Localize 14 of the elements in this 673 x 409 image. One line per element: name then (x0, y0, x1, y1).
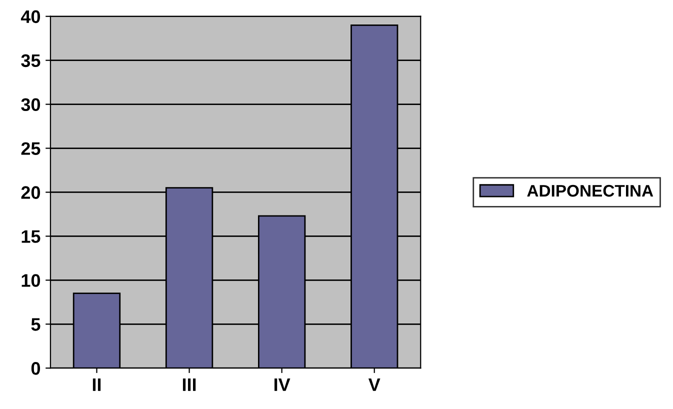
x-tick-label: II (92, 378, 101, 391)
x-tick-label: V (368, 378, 380, 391)
y-tick-label: 0 (31, 362, 40, 375)
y-tick-label: 35 (21, 54, 40, 68)
y-tick-label: 25 (21, 142, 40, 155)
y-tick-label: 5 (31, 318, 40, 331)
y-tick-label: 40 (20, 10, 40, 24)
y-tick-label: 30 (21, 98, 40, 112)
legend-label: ADIPONECTINA (527, 184, 654, 197)
y-tick-label: 10 (22, 274, 40, 287)
x-tick-label: III (182, 378, 196, 391)
y-tick-label: 20 (21, 186, 40, 199)
y-tick-label: 15 (22, 230, 40, 243)
x-tick-label: IV (274, 378, 290, 391)
